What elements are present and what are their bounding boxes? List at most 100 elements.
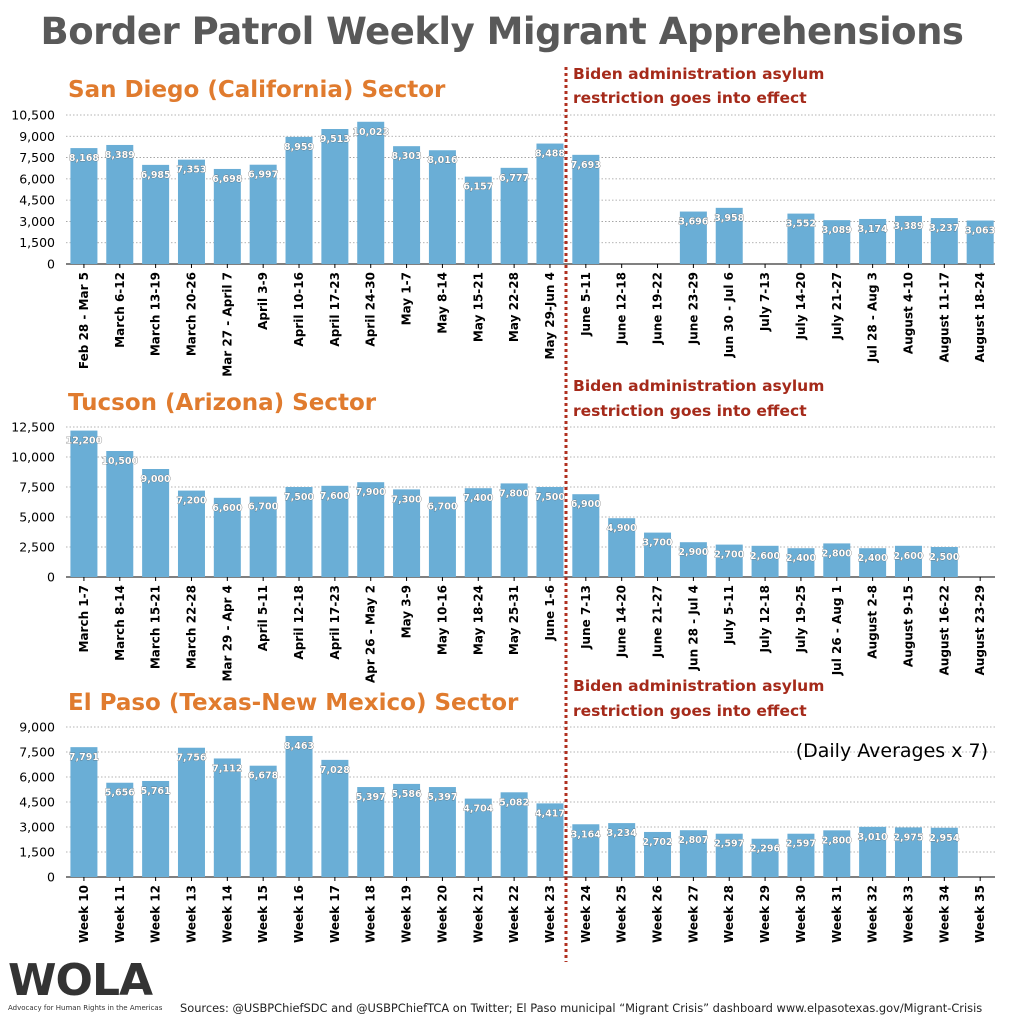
data-label: 2,296	[750, 844, 780, 855]
data-label: 6,678	[248, 771, 278, 782]
bar	[715, 833, 743, 877]
bar	[930, 218, 958, 264]
bar	[249, 765, 277, 877]
data-label: 2,600	[893, 551, 923, 562]
page-title: Border Patrol Weekly Migrant Apprehensio…	[40, 10, 964, 53]
y-tick-label: 9,000	[19, 129, 55, 144]
x-tick-label: May 8-14	[435, 272, 449, 334]
sector-title: Tucson (Arizona) Sector	[68, 390, 377, 416]
annotation-line-1: Biden administration asylum	[573, 65, 824, 83]
data-label: 10,500	[101, 456, 138, 467]
logo-text: WOLA	[8, 955, 153, 1006]
x-tick-label: Week 17	[328, 885, 342, 943]
y-tick-label: 12,500	[11, 420, 55, 435]
x-tick-label: June 5-11	[579, 272, 593, 337]
x-tick-label: March 15-21	[149, 585, 163, 669]
x-tick-label: April 24-30	[364, 272, 378, 347]
bar	[823, 830, 851, 877]
bar	[751, 838, 779, 877]
bar	[787, 833, 815, 877]
annotation-line-1: Biden administration asylum	[573, 377, 824, 395]
x-tick-label: Jun 30 - Jul 6	[722, 272, 736, 358]
bar	[644, 532, 672, 577]
y-tick-label: 6,000	[19, 171, 55, 186]
x-tick-label: August 23-29	[973, 585, 987, 675]
wola-logo: WOLA Advocacy for Human Rights in the Am…	[8, 955, 163, 1013]
data-label: 4,704	[463, 804, 493, 815]
data-label: 7,693	[571, 160, 601, 171]
bar	[572, 494, 600, 577]
x-tick-label: August 11-17	[937, 272, 951, 362]
data-label: 6,700	[248, 502, 278, 513]
bar	[715, 207, 743, 264]
annotation-line-2: restriction goes into effect	[573, 89, 807, 107]
x-tick-label: Jun 28 - Jul 4	[686, 585, 700, 671]
bar	[249, 164, 277, 264]
data-label: 3,174	[858, 224, 888, 235]
bar	[679, 542, 707, 577]
data-label: 5,397	[427, 792, 457, 803]
data-label: 6,777	[499, 173, 529, 184]
x-tick-label: April 5-11	[256, 585, 270, 651]
data-label: 7,400	[463, 493, 493, 504]
bar	[357, 121, 385, 264]
y-tick-label: 3,000	[19, 214, 55, 229]
bar	[70, 430, 98, 577]
bar	[930, 827, 958, 877]
x-tick-label: Week 14	[220, 885, 234, 943]
bar	[142, 469, 170, 577]
data-label: 8,959	[284, 142, 314, 153]
x-tick-label: Week 30	[794, 885, 808, 943]
bar	[464, 176, 492, 264]
bar	[751, 545, 779, 577]
bar	[536, 143, 564, 264]
data-label: 6,157	[463, 182, 493, 193]
bar	[357, 482, 385, 577]
x-tick-label: April 12-18	[292, 585, 306, 660]
data-label: 9,513	[320, 134, 350, 145]
x-tick-label: Week 34	[937, 885, 951, 943]
data-label: 2,597	[786, 839, 816, 850]
bar	[859, 548, 887, 577]
x-tick-label: Week 23	[543, 885, 557, 943]
x-tick-label: Week 11	[113, 885, 127, 943]
x-tick-label: August 9-15	[901, 585, 915, 667]
bar	[428, 496, 456, 577]
data-label: 6,600	[212, 503, 242, 514]
x-tick-label: Week 18	[364, 885, 378, 943]
data-label: 7,600	[320, 491, 350, 502]
x-tick-label: May 1-7	[400, 272, 414, 325]
data-label: 3,010	[858, 832, 888, 843]
bar	[106, 451, 134, 577]
data-label: 7,800	[499, 488, 529, 499]
x-tick-label: Week 35	[973, 885, 987, 943]
x-tick-label: Week 21	[471, 885, 485, 943]
x-tick-label: Jul 26 - Aug 1	[830, 585, 844, 676]
data-label: 3,552	[786, 219, 816, 230]
bar	[464, 488, 492, 577]
y-tick-label: 7,500	[19, 480, 55, 495]
data-label: 5,656	[105, 788, 135, 799]
y-tick-label: 1,500	[19, 235, 55, 250]
data-label: 7,900	[356, 487, 386, 498]
data-label: 6,997	[248, 170, 278, 181]
bar	[536, 487, 564, 577]
x-tick-label: Week 31	[830, 885, 844, 943]
x-tick-label: Week 32	[866, 885, 880, 943]
bar	[393, 783, 421, 877]
bar	[894, 215, 922, 264]
y-tick-label: 4,500	[19, 795, 55, 810]
y-tick-label: 3,000	[19, 820, 55, 835]
data-label: 7,791	[69, 752, 99, 763]
data-label: 2,800	[822, 548, 852, 559]
logo-tagline: Advocacy for Human Rights in the America…	[8, 1004, 163, 1012]
x-tick-label: May 3-9	[400, 585, 414, 638]
data-label: 3,237	[929, 223, 959, 234]
x-tick-label: July 7-13	[758, 272, 772, 332]
data-label: 4,900	[607, 523, 637, 534]
data-label: 8,463	[284, 741, 314, 752]
bar	[321, 129, 349, 264]
x-tick-label: Week 12	[149, 885, 163, 943]
x-tick-label: July 19-25	[794, 585, 808, 654]
